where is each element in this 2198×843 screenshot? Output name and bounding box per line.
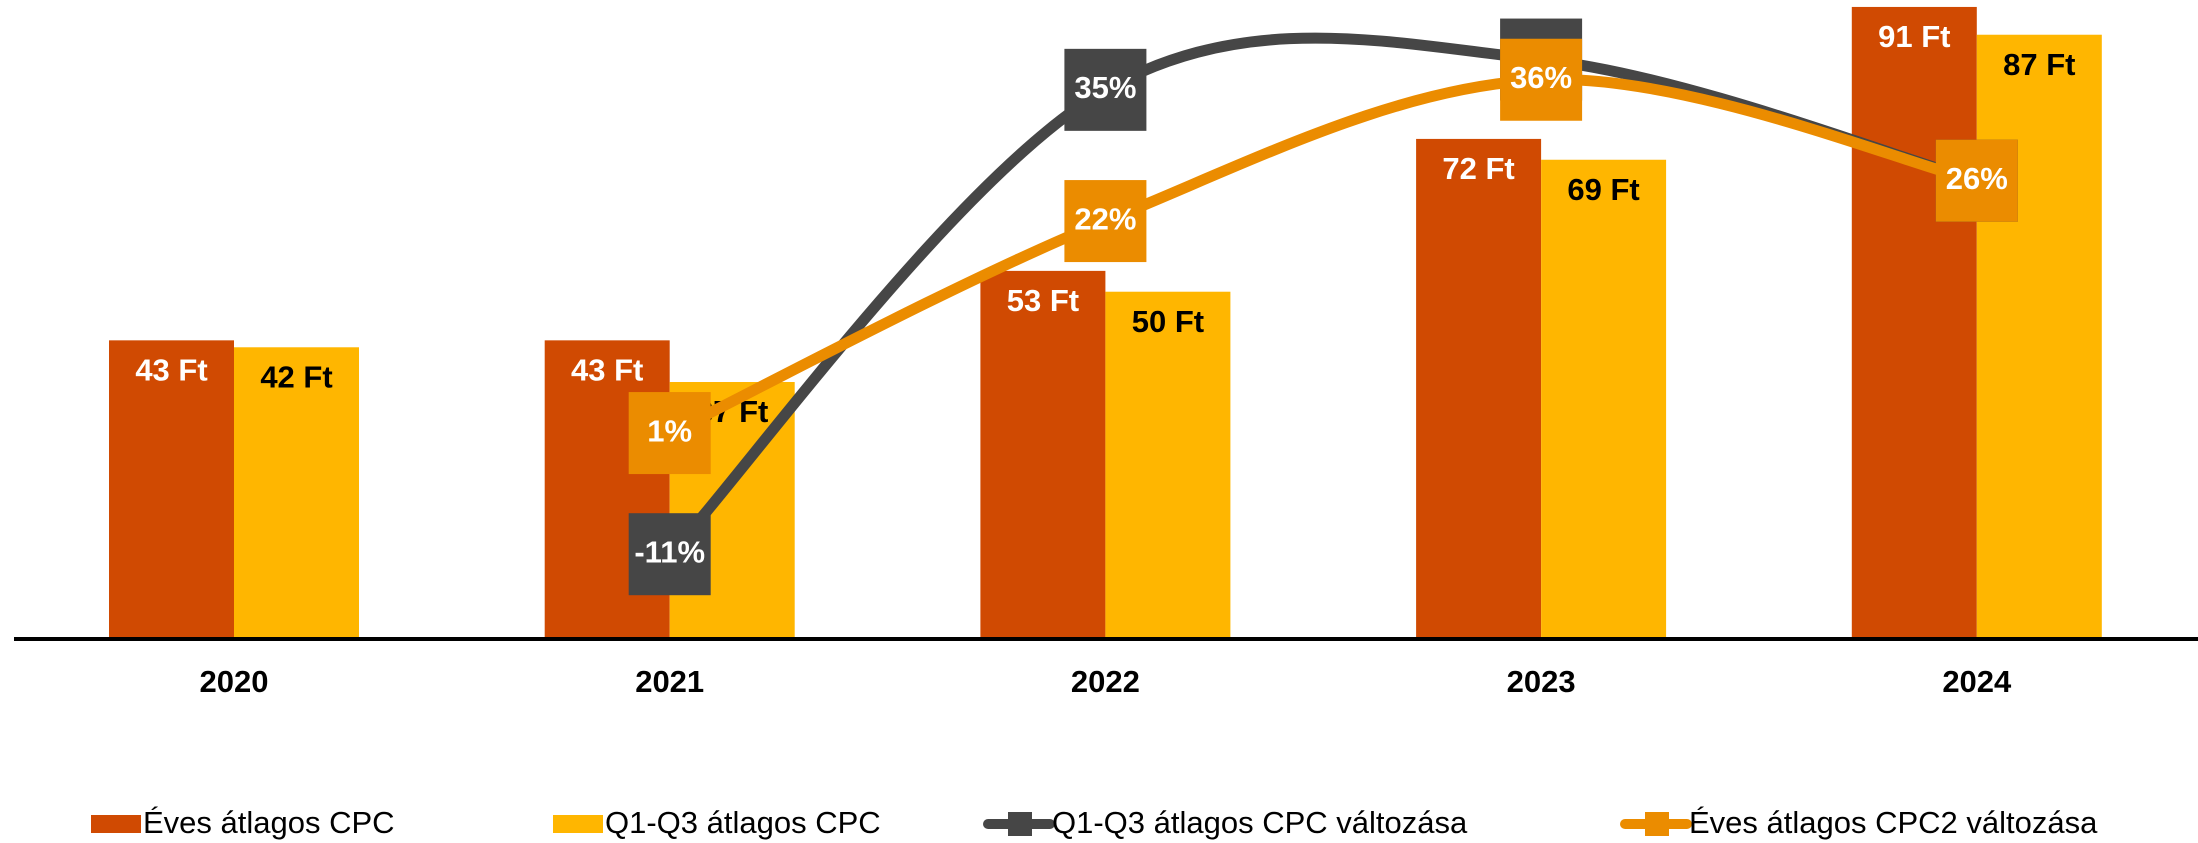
value-label: 26%: [1946, 161, 2008, 196]
value-label: 50 Ft: [1132, 304, 1204, 339]
bar: [1851, 6, 1977, 639]
bar: [234, 347, 359, 639]
value-label: 36%: [1510, 60, 1572, 95]
value-label: 1%: [647, 413, 692, 448]
value-label: 22%: [1074, 201, 1136, 236]
value-label: 91 Ft: [1878, 19, 1950, 54]
value-label: 35%: [1074, 70, 1136, 105]
bar: [109, 340, 234, 639]
legend-label: Q1-Q3 átlagos CPC változása: [1052, 805, 1468, 840]
bar: [1105, 291, 1231, 639]
bar: [1416, 138, 1542, 640]
marker: [628, 513, 711, 596]
legend-label: Éves átlagos CPC2 változása: [1689, 805, 2098, 840]
marker: [628, 392, 711, 475]
value-label: 69 Ft: [1567, 172, 1639, 207]
value-label: 87 Ft: [2003, 47, 2075, 82]
marker: [1064, 180, 1147, 263]
line: [664, 73, 1983, 439]
legend-swatch: [1008, 812, 1032, 836]
value-label: 42 Ft: [260, 359, 332, 394]
marker: [1064, 48, 1147, 131]
legend-label: Q1-Q3 átlagos CPC: [605, 805, 881, 840]
value-label: 43 Ft: [135, 353, 207, 388]
x-tick-label: 2024: [1942, 664, 2012, 699]
value-label: 43 Ft: [571, 353, 643, 388]
marker: [1935, 139, 2018, 222]
x-tick-label: 2023: [1507, 664, 1576, 699]
legend-swatch: [91, 815, 141, 833]
x-tick-label: 2020: [200, 664, 269, 699]
value-label: 72 Ft: [1442, 151, 1514, 186]
bar: [980, 270, 1106, 639]
value-label: 53 Ft: [1007, 283, 1079, 318]
marker: [1500, 38, 1583, 121]
x-tick-label: 2022: [1071, 664, 1140, 699]
bar: [1541, 159, 1667, 639]
legend-swatch: [1645, 812, 1669, 836]
value-label: -11%: [634, 534, 705, 569]
bar: [1976, 34, 2102, 639]
legend-label: Éves átlagos CPC: [143, 805, 395, 840]
legend-swatch: [553, 815, 603, 833]
x-tick-label: 2021: [635, 664, 704, 699]
